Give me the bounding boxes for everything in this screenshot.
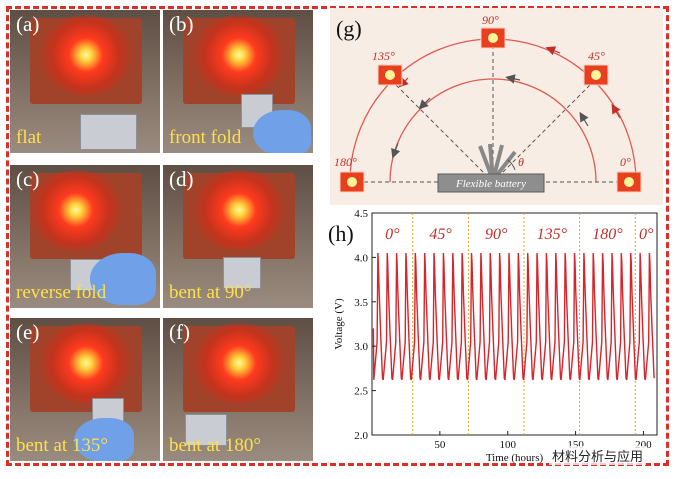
- panel-tag: (e): [16, 320, 40, 344]
- y-tick-label: 3.5: [354, 297, 368, 309]
- panel-caption: reverse fold: [16, 282, 107, 303]
- segment-angle-label: 45°: [429, 226, 452, 243]
- photo-panel-e: (e) bent at 135°: [10, 318, 160, 461]
- y-tick-label: 4.0: [354, 252, 368, 264]
- theta-label: θ: [518, 155, 524, 169]
- led-thumb-90: [480, 27, 506, 49]
- panel-tag: (f): [169, 320, 190, 344]
- photo-panel-d: (d) bent at 90°: [163, 165, 313, 308]
- led-thumb-135: [377, 64, 403, 86]
- led-thumb-0: [616, 171, 642, 193]
- plot-area: [371, 212, 658, 436]
- led-thumb-45: [583, 64, 609, 86]
- x-tick-label: 100: [499, 439, 516, 451]
- panel-caption: bent at 135°: [16, 435, 109, 456]
- panel-caption: front fold: [169, 127, 242, 148]
- angle-label-45: 45°: [588, 49, 605, 63]
- arrow-outer-135: [398, 77, 409, 88]
- y-axis-label: Voltage (V): [333, 298, 345, 350]
- segment-angle-label: 0°: [639, 226, 654, 243]
- segment-angle-label: 90°: [485, 226, 508, 243]
- panel-tag: (c): [16, 167, 40, 191]
- y-tick-label: 3.0: [354, 341, 368, 353]
- x-axis-label: Time (hours): [486, 452, 544, 463]
- segment-angle-label: 135°: [537, 226, 568, 243]
- axis-135: [389, 78, 494, 183]
- panel-caption: flat: [16, 127, 42, 148]
- glove-hand: [74, 418, 134, 461]
- glove-hand: [90, 253, 156, 305]
- battery-label: Flexible battery: [455, 178, 526, 190]
- inner-arc: [389, 78, 597, 183]
- panel-caption: bent at 180°: [169, 435, 262, 456]
- angle-label-90: 90°: [482, 13, 499, 27]
- segment-angle-label: 0°: [385, 226, 400, 243]
- battery-flat: [80, 114, 137, 150]
- bending-diagram: θ Flexible battery 0° 45° 90° 135° 180° …: [330, 8, 663, 205]
- y-tick-label: 2.5: [354, 386, 368, 398]
- theta-arc: [507, 159, 516, 171]
- voltage-series-line: [372, 252, 655, 381]
- panel-tag-g: (g): [336, 16, 362, 41]
- panel-tag: (a): [16, 12, 40, 36]
- arrow-outer-45: [611, 103, 621, 119]
- angle-label-0: 0°: [620, 155, 631, 169]
- voltage-chart: 2.02.53.03.54.04.5 50 100 150 200 Voltage (…: [333, 208, 658, 464]
- battery-bent-90: [223, 257, 261, 289]
- panel-caption: bent at 90°: [169, 282, 252, 303]
- angle-label-180: 180°: [334, 155, 357, 169]
- flexible-battery: [437, 173, 545, 193]
- angle-label-135: 135°: [372, 49, 395, 63]
- arrow-to-45: [579, 111, 589, 127]
- panel-tag-h: (h): [328, 221, 354, 246]
- photo-panel-c: (c) reverse fold: [10, 165, 160, 308]
- panel-tag: (b): [169, 12, 194, 36]
- y-tick-label: 4.5: [354, 208, 368, 220]
- bending-diagram-svg: θ Flexible battery 0° 45° 90° 135° 180°: [334, 13, 642, 193]
- segment-angle-label: 180°: [592, 226, 623, 243]
- arrow-to-90: [505, 74, 521, 84]
- figure-frame: [6, 6, 669, 466]
- x-tick-label: 50: [434, 439, 446, 451]
- arrow-outer-90: [545, 46, 561, 56]
- panel-tag: (d): [169, 167, 194, 191]
- led-thumb-180: [339, 171, 365, 193]
- photo-panel-a: (a) flat: [10, 10, 160, 153]
- y-tick-label: 2.0: [354, 430, 368, 442]
- glove-hand: [253, 110, 311, 153]
- photo-panel-f: (f) bent at 180°: [163, 318, 313, 461]
- axis-45: [492, 78, 597, 183]
- watermark: 材料分析与应用: [549, 446, 647, 465]
- arrow-to-180: [391, 142, 401, 159]
- battery-bent-180: [185, 414, 227, 446]
- arrow-to-135: [418, 97, 431, 110]
- photo-panel-b: (b) front fold: [163, 10, 313, 153]
- voltage-chart-panel: 2.0 2.5 3.0 3.5 4.0 4.5 50 100 150 200 Voltage (…: [328, 205, 663, 464]
